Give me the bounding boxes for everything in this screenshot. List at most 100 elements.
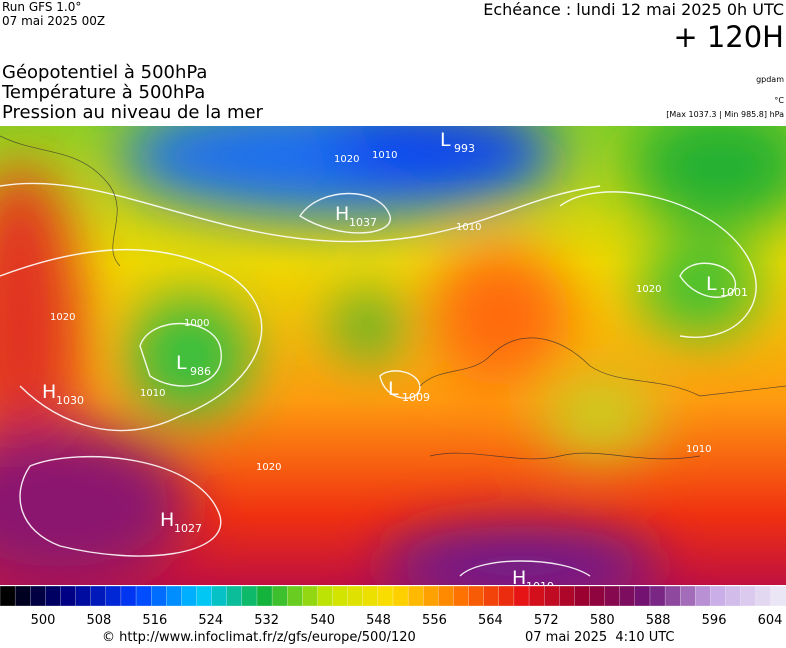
colorbar-swatch <box>513 586 530 607</box>
colorbar-tick-label: 548 <box>366 613 391 628</box>
colorbar-swatch <box>755 586 772 607</box>
colorbar-swatch <box>634 586 651 607</box>
isobar-label: 1000 <box>184 318 209 329</box>
lead-time: + 120H <box>673 20 784 54</box>
run-label: Run GFS 1.0° <box>2 0 82 14</box>
colorbar-tick-label: 564 <box>478 613 503 628</box>
center-type: L <box>440 129 451 151</box>
colorbar-tick-label: 500 <box>31 613 56 628</box>
field-title: Pression au niveau de la mer <box>2 102 263 123</box>
colorbar-swatch <box>317 586 334 607</box>
echeance: Echéance : lundi 12 mai 2025 0h UTC <box>483 0 784 19</box>
colorbar-swatch <box>14 586 31 607</box>
field-title: Température à 500hPa <box>2 82 206 103</box>
isobar-label: 1010 <box>686 444 711 455</box>
colorbar-swatch <box>196 586 213 607</box>
colorbar-swatch <box>377 586 394 607</box>
colorbar-swatch <box>256 586 273 607</box>
colorbar-swatch <box>680 586 696 607</box>
isobar-label: 1020 <box>50 312 75 323</box>
colorbar-swatch <box>211 586 228 607</box>
colorbar-swatch <box>528 586 545 607</box>
colorbar-swatch <box>589 586 606 607</box>
colorbar-swatch <box>226 586 243 607</box>
colorbar-swatch <box>483 586 500 607</box>
run-date: 07 mai 2025 00Z <box>2 14 106 28</box>
colorbar-swatch <box>105 586 122 607</box>
colorbar-swatch <box>770 586 786 607</box>
unit: gpdam <box>756 75 784 84</box>
colorbar-swatch <box>559 586 576 607</box>
center-type: H <box>335 203 349 225</box>
colorbar-swatch <box>725 586 742 607</box>
center-value: 1030 <box>56 394 84 407</box>
isobar-label: 1010 <box>372 150 397 161</box>
colorbar-swatch <box>423 586 439 607</box>
colorbar-tick-label: 516 <box>142 613 167 628</box>
colorbar-tick-label: 580 <box>590 613 615 628</box>
colorbar-swatch <box>0 586 16 607</box>
colorbar-swatch <box>453 586 470 607</box>
colorbar-swatch <box>438 586 455 607</box>
unit: [Max 1037.3 | Min 985.8] hPa <box>666 110 784 119</box>
colorbar-swatch <box>135 586 152 607</box>
isobar-label: 1020 <box>256 462 281 473</box>
unit: °C <box>774 96 784 105</box>
center-value: 986 <box>190 365 211 378</box>
colorbar-swatch <box>347 586 364 607</box>
colorbar-swatch <box>498 586 515 607</box>
colorbar-swatch <box>664 586 681 607</box>
center-value: 1027 <box>174 522 202 535</box>
colorbar-swatch <box>287 586 303 607</box>
colorbar-swatch <box>574 586 591 607</box>
colorbar-tick-label: 532 <box>254 613 279 628</box>
colorbar-swatch <box>120 586 137 607</box>
colorbar-swatch <box>271 586 288 607</box>
colorbar-swatch <box>392 586 409 607</box>
colorbar-swatch <box>468 586 485 607</box>
colorbar-tick-label: 572 <box>534 613 559 628</box>
center-value: 1019 <box>526 580 554 585</box>
colorbar-swatch <box>740 586 757 607</box>
colorbar-tick-label: 556 <box>422 613 447 628</box>
colorbar-swatch <box>151 586 167 607</box>
colorbar-swatch <box>649 586 666 607</box>
isobar-label: 1020 <box>334 154 359 165</box>
center-value: 993 <box>454 142 475 155</box>
colorbar-tick-label: 540 <box>310 613 335 628</box>
colorbar-swatch <box>75 586 92 607</box>
colorbar-swatch <box>241 586 258 607</box>
colorbar-swatch <box>30 586 46 607</box>
colorbar: 500 508 516 524 532 540 548 556 564 572 580 588 596 6… <box>0 586 786 628</box>
colorbar-tick-label: 588 <box>646 613 671 628</box>
center-type: L <box>388 378 399 400</box>
center-type: L <box>176 352 187 374</box>
colorbar-swatch <box>710 586 727 607</box>
center-type: H <box>512 567 526 585</box>
center-value: 1009 <box>402 391 430 404</box>
colorbar-swatch <box>695 586 712 607</box>
isobar-label: 1010 <box>140 388 165 399</box>
colorbar-swatch <box>45 586 62 607</box>
colorbar-swatch <box>181 586 198 607</box>
field-title: Géopotentiel à 500hPa <box>2 62 208 83</box>
colorbar-swatch <box>60 586 77 607</box>
colorbar-tick-label: 604 <box>758 613 783 628</box>
colorbar-swatch <box>332 586 349 607</box>
colorbar-swatch <box>362 586 379 607</box>
center-type: H <box>42 381 56 403</box>
isobar-label: 1020 <box>636 284 661 295</box>
colorbar-swatch <box>619 586 636 607</box>
source-url: © http://www.infoclimat.fr/z/gfs/europe/… <box>102 630 416 645</box>
center-type: H <box>160 509 174 531</box>
colorbar-swatch <box>604 586 621 607</box>
colorbar-tick-label: 524 <box>198 613 223 628</box>
colorbar-swatch <box>166 586 183 607</box>
colorbar-swatch <box>90 586 107 607</box>
colorbar-swatch <box>407 586 424 607</box>
isobar-label: 1010 <box>456 222 481 233</box>
colorbar-tick-label: 596 <box>702 613 727 628</box>
colorbar-swatch <box>544 586 560 607</box>
colorbar-swatch <box>302 586 319 607</box>
